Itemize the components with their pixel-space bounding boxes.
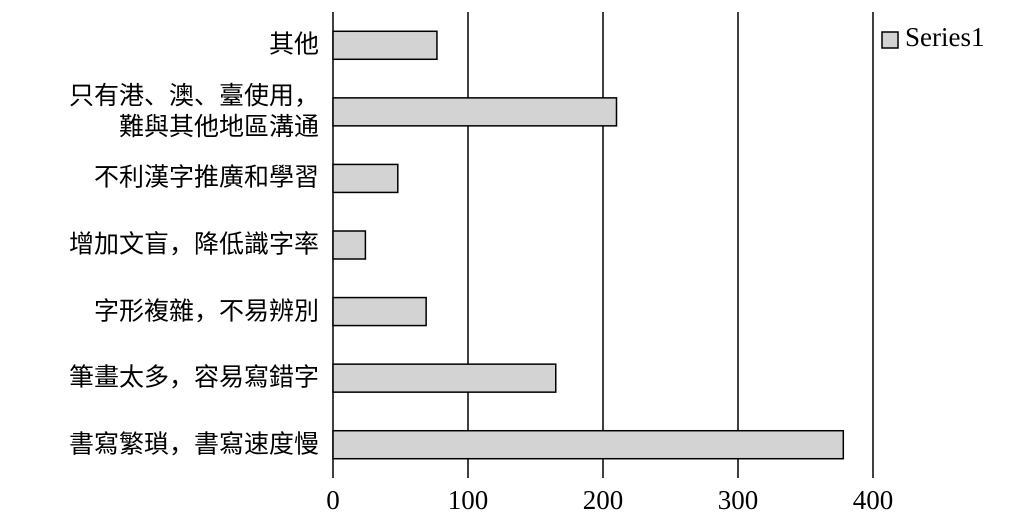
bar: [332, 97, 618, 127]
y-tick-label: 筆畫太多，容易寫錯字: [68, 364, 319, 392]
y-tick-label: 不利漢字推廣和學習: [93, 164, 319, 192]
y-tick-label: 書寫繁瑣，書寫速度慢: [68, 431, 319, 459]
y-tick-label: 其他: [268, 31, 319, 59]
legend-label: Series1: [905, 22, 984, 52]
x-tick-label: 0: [326, 485, 340, 515]
bar: [332, 429, 845, 460]
x-tick-label: 200: [583, 485, 624, 515]
y-tick-label: 只有港、澳、臺使用， 難與其他地區溝通: [68, 82, 319, 141]
bar: [332, 363, 557, 393]
y-tick-label: 增加文盲，降低識字率: [68, 231, 319, 259]
bar: [332, 30, 438, 61]
bar: [332, 296, 427, 327]
bar: [332, 230, 367, 260]
bar: [332, 163, 399, 194]
x-tick-label: 400: [853, 485, 894, 515]
legend-swatch: [881, 31, 899, 49]
y-tick-label: 字形複雜，不易辨別: [93, 298, 319, 326]
x-tick-label: 300: [718, 485, 759, 515]
x-tick-label: 100: [448, 485, 489, 515]
